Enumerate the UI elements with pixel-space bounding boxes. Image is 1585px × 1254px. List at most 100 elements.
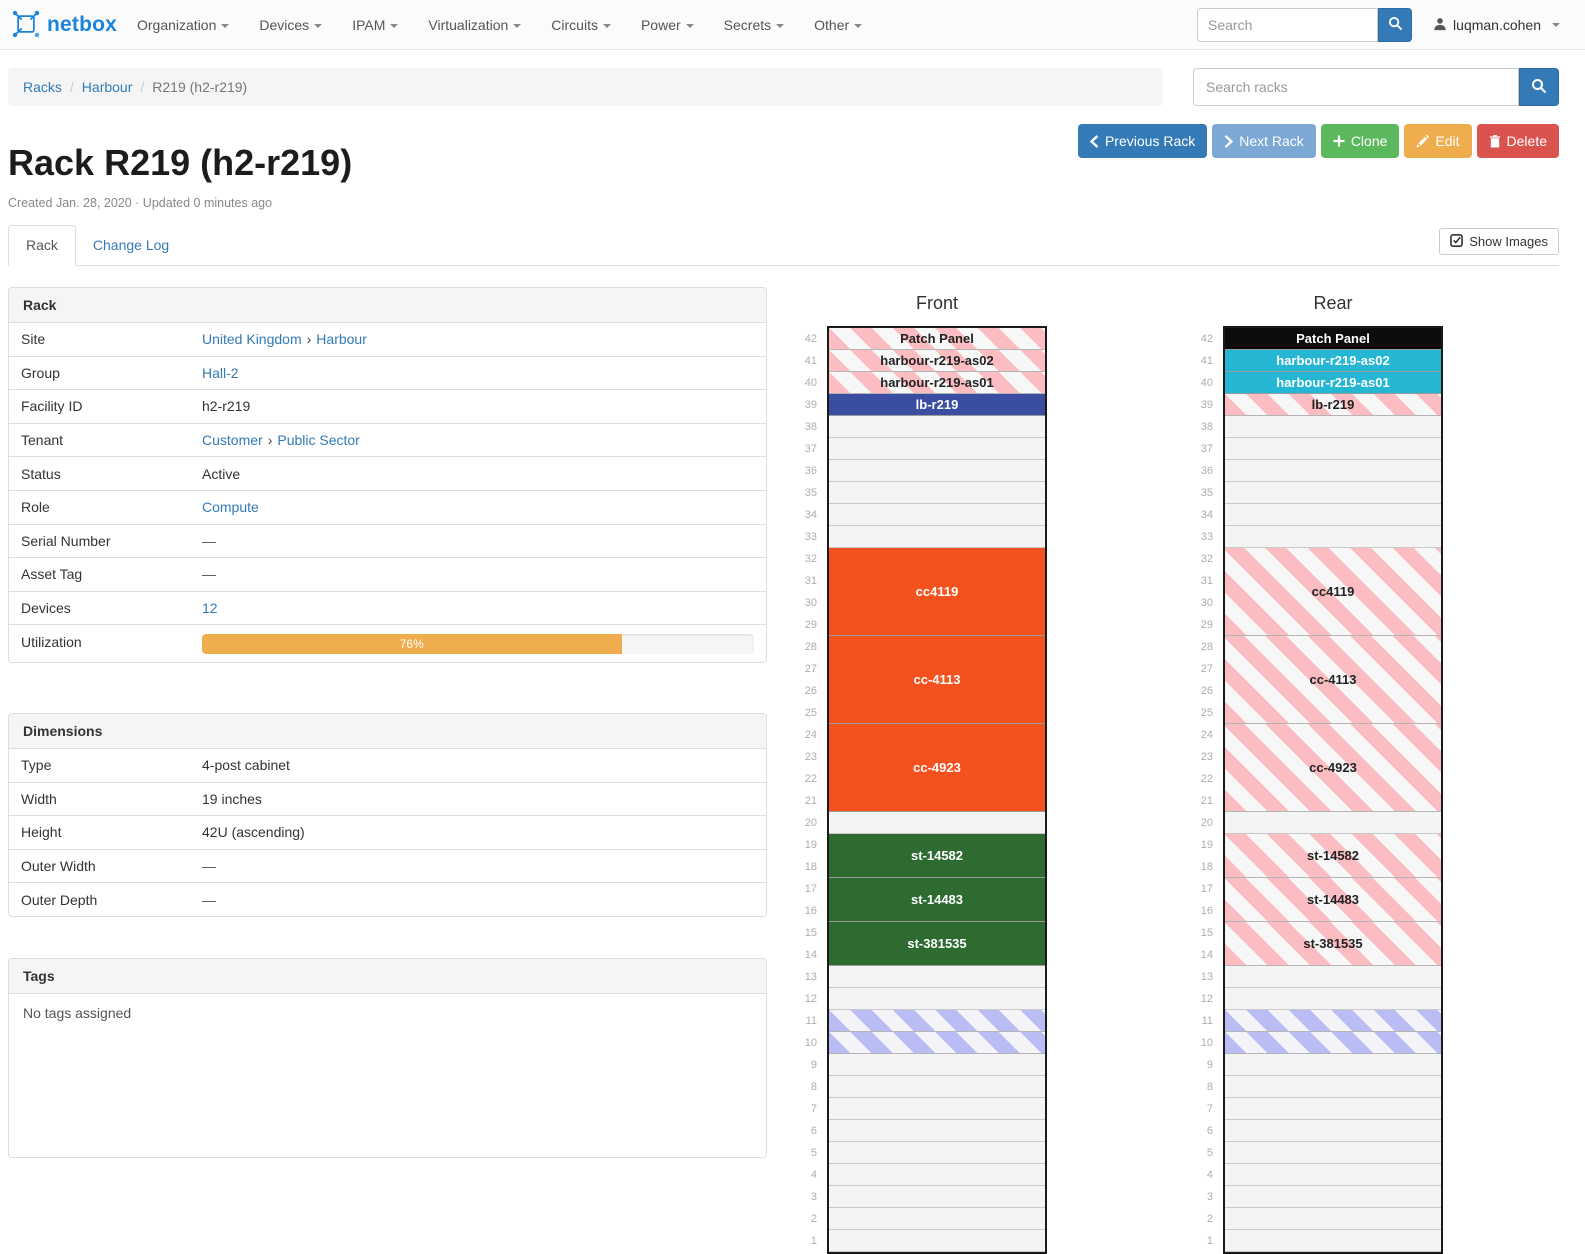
rack-unit-device-other-face[interactable]: cc-4923 bbox=[1225, 724, 1441, 812]
menu-item-circuits[interactable]: Circuits bbox=[536, 0, 626, 50]
rack-search-input[interactable] bbox=[1193, 68, 1519, 106]
value-link[interactable]: Harbour bbox=[316, 331, 367, 348]
value-link[interactable]: United Kingdom bbox=[202, 331, 302, 348]
rack-unit-empty[interactable] bbox=[829, 812, 1045, 834]
rack-unit-device-other-face[interactable]: lb-r219 bbox=[1225, 394, 1441, 416]
rack-unit-empty[interactable] bbox=[1225, 966, 1441, 988]
rack-unit-empty[interactable] bbox=[829, 988, 1045, 1010]
rack-unit-empty[interactable] bbox=[1225, 1230, 1441, 1252]
value-link[interactable]: 12 bbox=[202, 600, 218, 617]
delete-button[interactable]: Delete bbox=[1476, 124, 1559, 158]
rack-panel: Rack Site United Kingdom › Harbour Group Hall… bbox=[8, 287, 767, 663]
rack-unit-device[interactable]: cc-4923 bbox=[829, 724, 1045, 812]
rack-unit-empty[interactable] bbox=[829, 966, 1045, 988]
menu-item-ipam[interactable]: IPAM bbox=[337, 0, 413, 50]
breadcrumb-link[interactable]: Harbour bbox=[81, 79, 133, 95]
rack-unit-empty[interactable] bbox=[829, 460, 1045, 482]
rack-unit-device[interactable]: lb-r219 bbox=[829, 394, 1045, 416]
rack-unit-device[interactable]: cc4119 bbox=[829, 548, 1045, 636]
value-link[interactable]: Compute bbox=[202, 499, 259, 516]
rack-unit-empty[interactable] bbox=[829, 1230, 1045, 1252]
unit-number: 35 bbox=[804, 487, 817, 499]
value-link[interactable]: Customer bbox=[202, 432, 263, 449]
unit-number: 27 bbox=[804, 663, 817, 675]
rack-unit-empty[interactable] bbox=[1225, 1208, 1441, 1230]
row-value: Compute bbox=[190, 491, 766, 524]
menu-item-devices[interactable]: Devices bbox=[244, 0, 337, 50]
rack-unit-empty[interactable] bbox=[1225, 1186, 1441, 1208]
rack-unit-empty[interactable] bbox=[829, 1142, 1045, 1164]
rack-unit-empty[interactable] bbox=[829, 504, 1045, 526]
rack-unit-empty[interactable] bbox=[829, 416, 1045, 438]
unit-number: 29 bbox=[1200, 619, 1213, 631]
table-row: Asset Tag — bbox=[9, 557, 766, 591]
rack-search-button[interactable] bbox=[1519, 68, 1559, 106]
breadcrumb-link[interactable]: Racks bbox=[23, 79, 62, 95]
rack-unit-empty[interactable] bbox=[1225, 416, 1441, 438]
rack-unit-empty[interactable] bbox=[1225, 1076, 1441, 1098]
rack-unit-empty[interactable] bbox=[829, 1054, 1045, 1076]
rack-unit-empty[interactable] bbox=[829, 1120, 1045, 1142]
menu-item-other[interactable]: Other bbox=[799, 0, 877, 50]
rack-unit-empty[interactable] bbox=[829, 1098, 1045, 1120]
rack-unit-device-other-face[interactable]: st-381535 bbox=[1225, 922, 1441, 966]
rack-unit-empty[interactable] bbox=[829, 526, 1045, 548]
rack-unit-empty[interactable] bbox=[1225, 526, 1441, 548]
rack-unit-reserved bbox=[829, 1032, 1045, 1054]
next-rack-button[interactable]: Next Rack bbox=[1212, 124, 1316, 158]
unit-number: 5 bbox=[1206, 1147, 1213, 1159]
rack-unit-empty[interactable] bbox=[1225, 1164, 1441, 1186]
edit-button[interactable]: Edit bbox=[1404, 124, 1472, 158]
unit-number: 28 bbox=[804, 641, 817, 653]
show-images-button[interactable]: Show Images bbox=[1439, 228, 1559, 255]
menu-item-organization[interactable]: Organization bbox=[122, 0, 244, 50]
rack-unit-empty[interactable] bbox=[1225, 988, 1441, 1010]
global-search-input[interactable] bbox=[1197, 8, 1378, 42]
previous-rack-button[interactable]: Previous Rack bbox=[1077, 124, 1208, 158]
rack-unit-device-other-face[interactable]: harbour-r219-as02 bbox=[829, 350, 1045, 372]
rack-unit-empty[interactable] bbox=[829, 438, 1045, 460]
tab-rack[interactable]: Rack bbox=[8, 225, 76, 266]
netbox-brand[interactable]: netbox bbox=[12, 0, 117, 50]
rack-unit-empty[interactable] bbox=[1225, 460, 1441, 482]
value-link[interactable]: Hall-2 bbox=[202, 364, 239, 381]
clone-button[interactable]: Clone bbox=[1320, 124, 1400, 158]
rack-unit-device[interactable]: Patch Panel bbox=[1225, 328, 1441, 350]
rack-unit-device-other-face[interactable]: cc-4113 bbox=[1225, 636, 1441, 724]
menu-item-power[interactable]: Power bbox=[626, 0, 709, 50]
rack-unit-empty[interactable] bbox=[829, 1186, 1045, 1208]
rack-unit-device[interactable]: harbour-r219-as01 bbox=[1225, 372, 1441, 394]
rack-unit-device[interactable]: cc-4113 bbox=[829, 636, 1045, 724]
rack-unit-empty[interactable] bbox=[1225, 1120, 1441, 1142]
menu-item-secrets[interactable]: Secrets bbox=[709, 0, 799, 50]
tab-change-log[interactable]: Change Log bbox=[92, 237, 170, 253]
rack-unit-empty[interactable] bbox=[829, 1208, 1045, 1230]
rack-unit-empty[interactable] bbox=[1225, 1098, 1441, 1120]
rack-unit-empty[interactable] bbox=[829, 1076, 1045, 1098]
rack-unit-empty[interactable] bbox=[1225, 438, 1441, 460]
rack-unit-device-other-face[interactable]: st-14582 bbox=[1225, 834, 1441, 878]
rack-unit-device-other-face[interactable]: Patch Panel bbox=[829, 328, 1045, 350]
rack-unit-empty[interactable] bbox=[1225, 1142, 1441, 1164]
rack-unit-device-other-face[interactable]: st-14483 bbox=[1225, 878, 1441, 922]
rack-unit-empty[interactable] bbox=[1225, 1054, 1441, 1076]
rack-unit-empty[interactable] bbox=[1225, 812, 1441, 834]
rack-unit-device-other-face[interactable]: cc4119 bbox=[1225, 548, 1441, 636]
rack-unit-device[interactable]: st-381535 bbox=[829, 922, 1045, 966]
rack-unit-device[interactable]: harbour-r219-as02 bbox=[1225, 350, 1441, 372]
rack-unit-empty[interactable] bbox=[1225, 504, 1441, 526]
rack-unit-device[interactable]: st-14483 bbox=[829, 878, 1045, 922]
unit-number: 22 bbox=[804, 773, 817, 785]
user-menu[interactable]: luqman.cohen bbox=[1433, 0, 1560, 50]
caret-down-icon bbox=[685, 24, 694, 29]
row-value: Active bbox=[190, 457, 766, 490]
rack-unit-device[interactable]: st-14582 bbox=[829, 834, 1045, 878]
rack-unit-empty[interactable] bbox=[829, 482, 1045, 504]
global-search-button[interactable] bbox=[1378, 8, 1412, 42]
menu-item-virtualization[interactable]: Virtualization bbox=[413, 0, 536, 50]
rack-unit-device-other-face[interactable]: harbour-r219-as01 bbox=[829, 372, 1045, 394]
rack-unit-empty[interactable] bbox=[1225, 482, 1441, 504]
rack-unit-empty[interactable] bbox=[829, 1164, 1045, 1186]
value-link[interactable]: Public Sector bbox=[277, 432, 360, 449]
unit-number: 13 bbox=[804, 971, 817, 983]
